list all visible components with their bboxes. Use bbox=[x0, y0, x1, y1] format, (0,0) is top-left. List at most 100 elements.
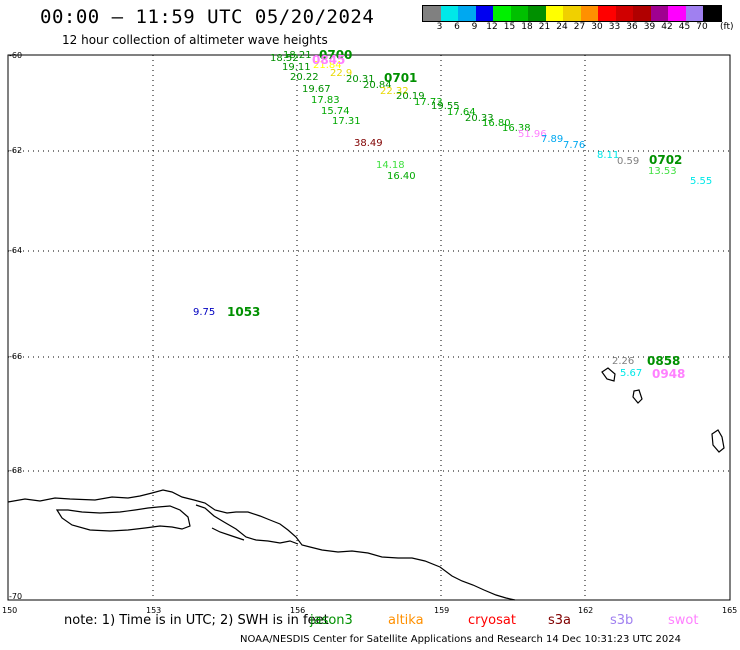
ytick-60: -60 bbox=[9, 51, 23, 60]
wave-height-label: 22.9 bbox=[330, 68, 353, 79]
pass-time-label: 0845 bbox=[312, 53, 346, 67]
ytick-64: -64 bbox=[9, 246, 23, 255]
wave-height-label: 7.76 bbox=[563, 140, 586, 151]
satellite-legend-item: swot bbox=[668, 613, 699, 628]
xtick-165: 165 bbox=[722, 606, 738, 615]
wave-height-label: 17.73 bbox=[414, 97, 443, 108]
ytick-62: -62 bbox=[9, 146, 23, 155]
wave-height-label: 0.59 bbox=[617, 156, 640, 167]
footnote: note: 1) Time is in UTC; 2) SWH is in fe… bbox=[64, 613, 329, 628]
wave-height-label: 38.49 bbox=[354, 138, 383, 149]
wave-height-label: 9.75 bbox=[193, 307, 216, 318]
grid-lines bbox=[8, 55, 730, 600]
colorbar-swatch bbox=[528, 6, 546, 21]
ytick-66: -66 bbox=[9, 352, 23, 361]
colorbar-label: 18 bbox=[521, 22, 533, 32]
pass-time-label: 1053 bbox=[227, 305, 261, 319]
wave-height-label: 20.22 bbox=[290, 72, 319, 83]
island-2 bbox=[632, 389, 643, 404]
colorbar bbox=[422, 5, 722, 22]
colorbar-swatch bbox=[458, 6, 476, 21]
satellite-legend-item: altika bbox=[388, 613, 424, 628]
pass-time-label: 0702 bbox=[649, 153, 683, 167]
antarctic-coastline bbox=[7, 489, 516, 601]
colorbar-label: 24 bbox=[556, 22, 568, 32]
colorbar-label: 21 bbox=[538, 22, 551, 32]
wave-height-label: 19.11 bbox=[282, 62, 311, 73]
colorbar-swatch bbox=[633, 6, 651, 21]
colorbar-swatch bbox=[615, 6, 633, 21]
colorbar-swatch bbox=[598, 6, 616, 21]
wave-height-label: 19.55 bbox=[431, 101, 460, 112]
wave-height-label: 16.80 bbox=[482, 118, 511, 129]
wave-height-label: 7.89 bbox=[541, 134, 564, 145]
colorbar-label: 3 bbox=[436, 22, 443, 32]
wave-height-label: 17.83 bbox=[311, 95, 340, 106]
wave-height-label: 14.18 bbox=[376, 160, 405, 171]
satellite-legend-item: s3b bbox=[610, 613, 634, 628]
xtick-162: 162 bbox=[578, 606, 594, 615]
colorbar-label: 70 bbox=[696, 22, 708, 32]
satellite-legend-item: s3a bbox=[548, 613, 572, 628]
wave-height-label: 5.55 bbox=[690, 176, 713, 187]
colorbar-label: 36 bbox=[626, 22, 638, 32]
page-subtitle: 12 hour collection of altimeter wave hei… bbox=[62, 33, 328, 47]
wave-height-label: 19.67 bbox=[302, 84, 331, 95]
colorbar-label: 42 bbox=[661, 22, 673, 32]
island-3 bbox=[711, 429, 725, 453]
wave-height-label: 16.38 bbox=[502, 123, 531, 134]
wave-height-label: 13.53 bbox=[648, 166, 677, 177]
colorbar-swatch bbox=[440, 6, 458, 21]
island-1 bbox=[601, 367, 616, 382]
colorbar-label: 30 bbox=[591, 22, 603, 32]
satellite-legend-item: jason3 bbox=[310, 613, 353, 628]
colorbar-unit: (ft) bbox=[720, 22, 734, 32]
colorbar-swatch bbox=[580, 6, 598, 21]
colorbar-label: 27 bbox=[573, 22, 586, 32]
wave-height-label: 22.32 bbox=[380, 86, 409, 97]
satellite-legend-item: cryosat bbox=[468, 613, 516, 628]
wave-height-label: 51.96 bbox=[518, 129, 547, 140]
colorbar-label: 39 bbox=[643, 22, 656, 32]
credit-footer: NOAA/NESDIS Center for Satellite Applica… bbox=[240, 634, 682, 645]
colorbar-swatch bbox=[685, 6, 703, 21]
colorbar-swatch bbox=[510, 6, 528, 21]
xtick-153: 153 bbox=[146, 606, 162, 615]
wave-height-label: 18.52 bbox=[270, 53, 299, 64]
wave-height-label: 21.84 bbox=[313, 60, 342, 71]
colorbar-swatch bbox=[668, 6, 686, 21]
wave-height-label: 18.21 bbox=[283, 50, 312, 61]
colorbar-swatch bbox=[545, 6, 563, 21]
colorbar-swatch bbox=[493, 6, 511, 21]
pass-time-label: 0948 bbox=[652, 367, 686, 381]
colorbar-label: 15 bbox=[503, 22, 516, 32]
colorbar-label: 6 bbox=[454, 22, 460, 32]
wave-height-label: 20.31 bbox=[346, 74, 375, 85]
page-title: 00:00 – 11:59 UTC 05/20/2024 bbox=[40, 6, 375, 28]
wave-height-label: 2.26 bbox=[612, 356, 635, 367]
colorbar-swatch bbox=[563, 6, 581, 21]
colorbar-labels: 3 6 9 12 15 18 21 24 27 30 33 36 39 42 45 70 bbox=[422, 22, 740, 34]
ytick-70: -70 bbox=[9, 592, 23, 601]
colorbar-swatch bbox=[650, 6, 668, 21]
pass-time-label: 0701 bbox=[384, 71, 418, 85]
colorbar-swatch bbox=[703, 6, 721, 21]
colorbar-label: 12 bbox=[486, 22, 498, 32]
wave-height-label: 8.11 bbox=[597, 150, 620, 161]
xtick-159: 159 bbox=[434, 606, 450, 615]
xtick-150: 150 bbox=[2, 606, 18, 615]
pass-time-label: 0700 bbox=[319, 48, 353, 62]
colorbar-swatch bbox=[423, 6, 441, 21]
wave-height-label: 15.74 bbox=[321, 106, 350, 117]
xtick-156: 156 bbox=[290, 606, 306, 615]
wave-height-label: 20.84 bbox=[363, 80, 392, 91]
wave-height-label: 5.67 bbox=[620, 368, 643, 379]
pass-time-label: 0858 bbox=[647, 354, 681, 368]
wave-height-label: 20.33 bbox=[465, 113, 494, 124]
colorbar-swatch bbox=[475, 6, 493, 21]
ytick-68: -68 bbox=[9, 466, 23, 475]
colorbar-label: 45 bbox=[678, 22, 691, 32]
map-frame bbox=[7, 54, 731, 601]
wave-height-label: 17.64 bbox=[447, 107, 476, 118]
